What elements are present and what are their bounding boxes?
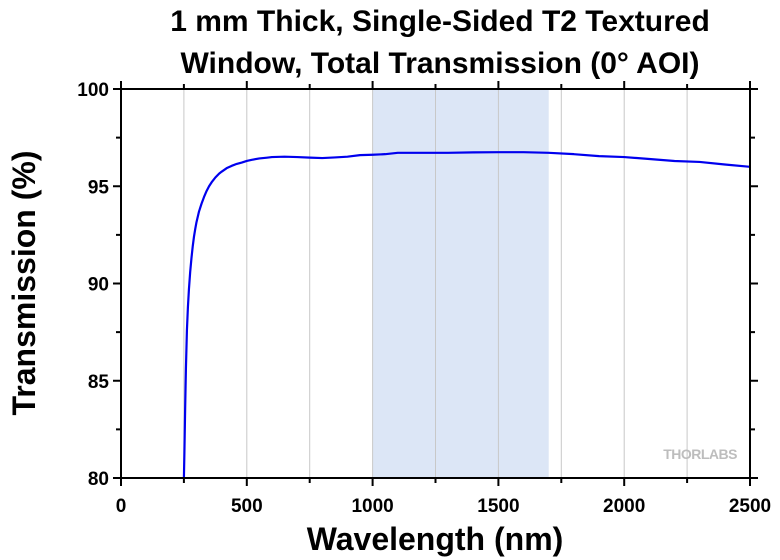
y-tick-label: 85 [88,372,110,393]
y-tick-label: 90 [88,275,109,296]
x-tick-label: 1000 [351,496,393,517]
x-tick-label: 0 [116,496,127,517]
thorlabs-watermark: THORLABS [663,446,737,462]
y-axis-label: Transmission (%) [6,151,42,416]
x-tick-label: 1500 [477,496,519,517]
y-tick-label: 95 [88,177,110,198]
y-tick-label: 100 [77,80,109,101]
tick-labels: 0 500 1000 1500 2000 2500 80 85 90 95 100 [77,80,771,517]
shaded-region [372,89,549,478]
x-tick-label: 2500 [729,496,771,517]
x-axis-label: Wavelength (nm) [307,521,564,557]
y-tick-label: 80 [88,469,109,490]
tick-marks [113,81,758,486]
x-tick-label: 2000 [603,496,645,517]
plot-background [372,89,549,478]
chart-title-line-1: 1 mm Thick, Single-Sided T2 Textured [170,5,710,38]
series-line-0 [182,151,751,479]
chart-title-line-2: Window, Total Transmission (0° AOI) [181,47,700,80]
x-tick-label: 500 [231,496,263,517]
grid-lines [183,89,688,478]
series-layer [182,151,751,479]
